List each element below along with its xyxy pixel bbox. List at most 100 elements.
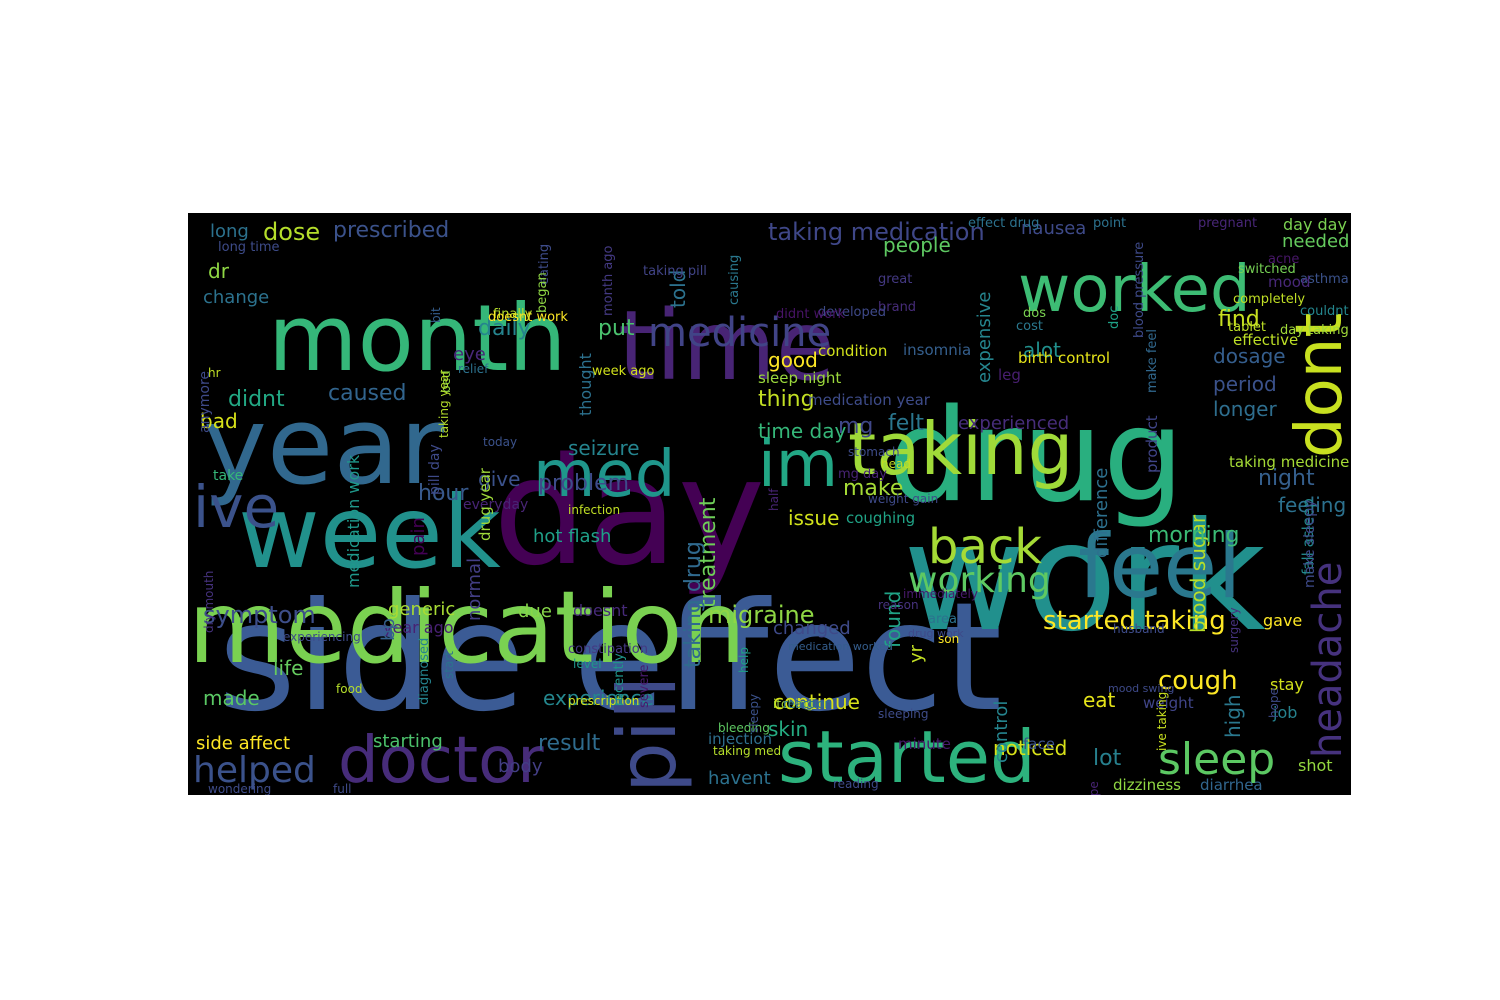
word-dose: dose <box>263 218 321 246</box>
word-taking-year: taking year <box>437 369 451 438</box>
word-long: long <box>210 221 249 242</box>
word-experienced: experienced <box>958 413 1070 434</box>
word-diagnosed: diagnosed <box>417 637 432 705</box>
word-brand: brand <box>878 300 917 315</box>
word-helped: helped <box>193 750 316 791</box>
word-thought: thought <box>576 353 595 416</box>
word-surgery: surgery <box>1227 607 1241 653</box>
word-back: back <box>928 519 1043 575</box>
word-taking-med: taking med <box>713 744 782 758</box>
word-reading: reading <box>833 777 879 791</box>
word-longer: longer <box>1213 397 1277 421</box>
word-constipation: constipation <box>568 642 648 657</box>
word-medicine: medicine <box>648 310 832 356</box>
word-job: job <box>1273 703 1298 722</box>
word-take: take <box>213 468 244 484</box>
word-started: started <box>778 715 1036 795</box>
word-son: son <box>938 632 960 646</box>
word-began: began <box>535 272 550 313</box>
word-mood-swing: mood swing <box>1108 682 1175 695</box>
word-life: life <box>273 656 304 680</box>
word-eye: eye <box>453 344 486 365</box>
word-bit: bit <box>429 307 443 323</box>
word-migraine: migraine <box>708 601 815 629</box>
word-medication-work: medication work <box>344 454 363 588</box>
word-mg-day: mg day <box>838 467 887 482</box>
word-bleeding: bleeding <box>718 721 770 735</box>
word-body: body <box>498 756 543 777</box>
word-result: result <box>538 731 601 756</box>
word-product: product <box>1143 415 1161 473</box>
word-med: med <box>533 438 676 512</box>
word-taking-medication: taking medication <box>768 218 985 246</box>
word-switched: switched <box>1238 262 1296 277</box>
word-pill-day: pill day <box>427 444 443 495</box>
word-side-effect: side effect <box>218 571 1003 745</box>
word-leg: leg <box>998 366 1021 384</box>
word-type: type <box>1087 781 1101 795</box>
word-drug-year: drug year <box>476 468 494 541</box>
word-mg: mg <box>838 414 874 439</box>
word-people: people <box>883 233 951 257</box>
word-great: great <box>878 272 913 287</box>
word-cough: cough <box>1158 666 1238 696</box>
word-skin: skin <box>768 717 809 741</box>
word-felt: felt <box>888 411 925 436</box>
word-find: find <box>1218 307 1260 332</box>
word-ive-taking: ive taking <box>1155 691 1169 751</box>
word-doesnt: doesnt <box>573 601 628 620</box>
word-experiencing: experiencing <box>283 630 361 644</box>
word-change: change <box>203 287 270 308</box>
word-make-sleepy: make sleepy <box>1302 499 1318 588</box>
word-medication: medication <box>188 569 747 686</box>
word-face: face <box>1023 735 1055 753</box>
word-taking-pill: taking pill <box>643 264 707 279</box>
word-mood: mood <box>1268 273 1311 291</box>
word-medication-year: medication year <box>808 391 930 409</box>
word-taking-medicine: taking medicine <box>1229 453 1350 471</box>
word-weight-gain: weight gain <box>868 492 939 506</box>
word-pregnant: pregnant <box>1198 216 1258 231</box>
word-effect-drug: effect drug <box>968 216 1040 231</box>
word-changed: changed <box>773 618 851 639</box>
word-daily: daily <box>478 316 531 341</box>
word-head: head <box>881 457 911 471</box>
word-havent: havent <box>708 768 771 789</box>
word-cloud: side effect day work medication drug month tim… <box>188 213 1351 795</box>
word-stomach: stomach <box>848 445 900 459</box>
word-month-ago: month ago <box>601 245 616 317</box>
word-started-taking: started taking <box>1043 606 1226 636</box>
word-control: control <box>991 700 1012 763</box>
word-minute: minute <box>898 735 951 753</box>
word-doctor: doctor <box>338 724 544 795</box>
word-dry-mouth: dry mouth <box>202 570 216 633</box>
word-reaction: reaction <box>783 697 832 711</box>
word-asthma: asthma <box>1300 272 1349 287</box>
word-insomnia: insomnia <box>903 341 972 359</box>
word-nausea: nausea <box>1021 218 1087 239</box>
word-severe: severe <box>637 664 652 708</box>
word-today: today <box>483 435 518 449</box>
word-experience: experience <box>543 686 654 710</box>
word-didnt-work: didnt work <box>776 307 846 322</box>
word-day: day <box>493 426 766 598</box>
word-level: level <box>573 657 602 671</box>
word-reason: reason <box>878 598 919 612</box>
word-feel: feel <box>1078 515 1242 618</box>
word-condition: condition <box>818 342 888 360</box>
word-half: half <box>767 488 781 511</box>
word-start: start <box>442 651 456 679</box>
word-doc: doc <box>1107 305 1122 329</box>
word-taking-drug: taking drug <box>681 541 706 668</box>
word-pain: pain <box>408 517 429 556</box>
word-didnt: didnt <box>228 387 285 412</box>
word-prescription: prescription <box>568 694 640 708</box>
word-cost: cost <box>1016 319 1043 334</box>
word-husband: husband <box>1113 622 1165 636</box>
word-normal: normal <box>464 557 485 621</box>
word-wondering: wondering <box>208 782 272 795</box>
word-give: give <box>478 467 521 491</box>
word-difference: difference <box>1091 467 1112 558</box>
word-week: week <box>238 474 501 591</box>
word-developed: developed <box>818 305 887 320</box>
